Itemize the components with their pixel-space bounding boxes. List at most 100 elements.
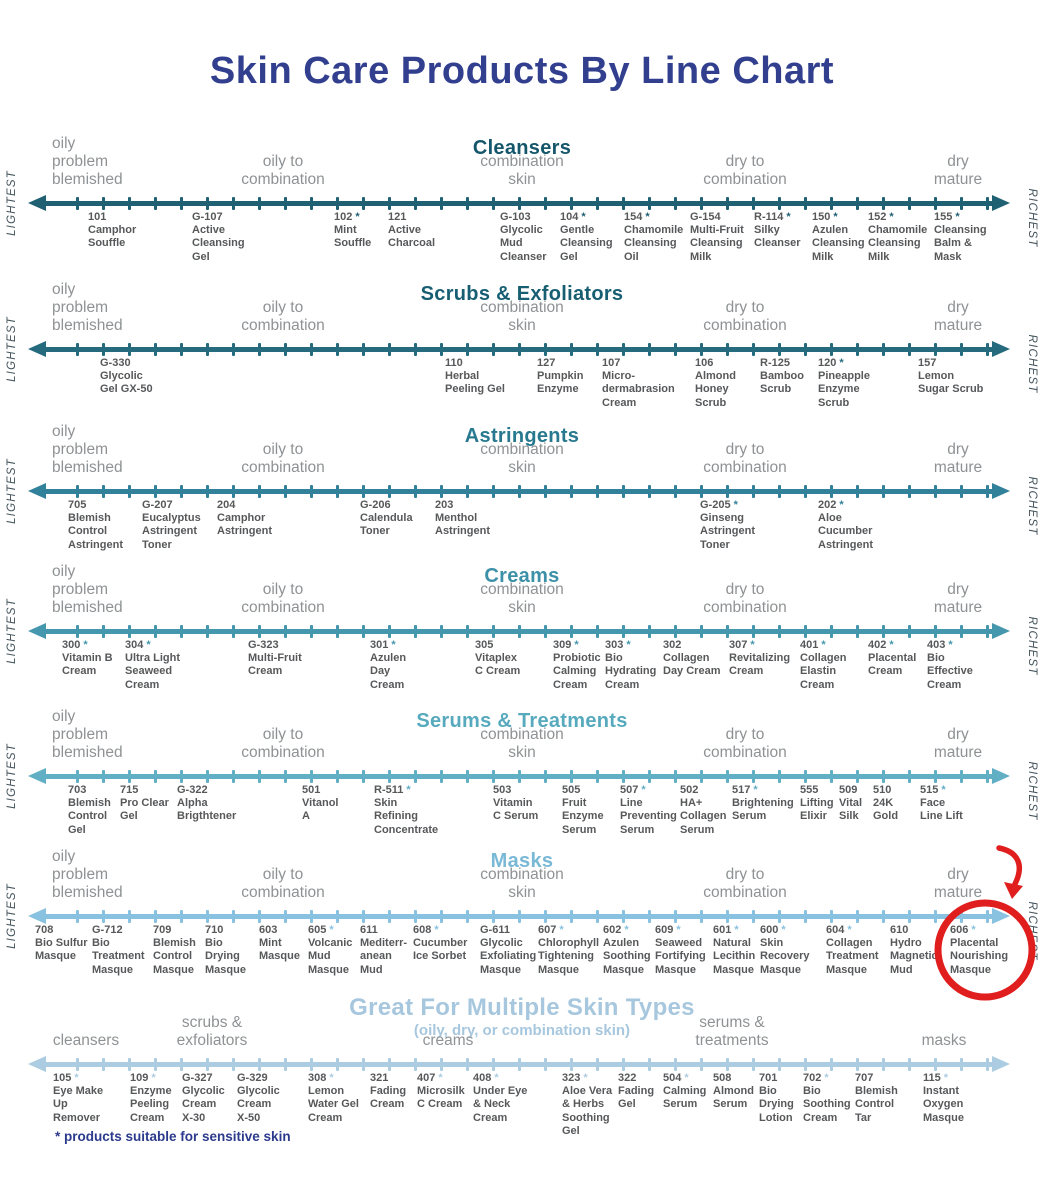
- product-item-323: 323 * Aloe Vera & Herbs Soothing Gel: [562, 1072, 612, 1138]
- tick-mark: [647, 1058, 651, 1071]
- tick-mark: [179, 1058, 183, 1071]
- product-item-608: 608 * Cucumber Ice Sorbet: [413, 924, 467, 964]
- row-heading-serums-treatments: Serums & Treatments: [416, 710, 628, 732]
- tick-mark: [465, 343, 469, 356]
- tick-mark: [231, 197, 235, 210]
- product-item-g-327: G-327 Glycolic Cream X-30: [182, 1072, 225, 1125]
- tick-mark: [127, 197, 131, 210]
- zone-label-oilyto-combination: oily to combination: [241, 299, 325, 335]
- tick-mark: [543, 197, 547, 210]
- product-code: G-207: [142, 499, 173, 511]
- tick-mark: [855, 485, 859, 498]
- tick-mark: [855, 910, 859, 923]
- tick-mark: [595, 910, 599, 923]
- product-item-408: 408 * Under Eye & Neck Cream: [473, 1072, 527, 1125]
- product-code: 106: [695, 357, 714, 369]
- tick-mark: [491, 770, 495, 783]
- product-item-710: 710 Bio Drying Masque: [205, 924, 246, 977]
- tick-mark: [517, 1058, 521, 1071]
- zone-label-oilyto-combination: oily to combination: [241, 726, 325, 762]
- tick-mark: [621, 1058, 625, 1071]
- tick-mark: [127, 625, 131, 638]
- tick-mark: [491, 1058, 495, 1071]
- product-item-501: 501 Vitanol A: [302, 784, 338, 824]
- richest-label: RICHEST: [1026, 616, 1038, 676]
- product-code: 708: [35, 924, 54, 936]
- tick-mark: [829, 625, 833, 638]
- sensitive-skin-asterisk: *: [836, 357, 844, 369]
- tick-mark: [387, 770, 391, 783]
- sensitive-skin-asterisk: *: [148, 1072, 156, 1084]
- tick-mark: [673, 625, 677, 638]
- product-item-517: 517 * Brightening Serum: [732, 784, 794, 824]
- product-name: Natural Lecithin Masque: [713, 937, 756, 976]
- product-item-407: 407 * Microsilk C Cream: [417, 1072, 465, 1112]
- product-code: G-712: [92, 924, 123, 936]
- product-name: Multi-Fruit Cream: [248, 652, 302, 678]
- tick-mark: [725, 1058, 729, 1071]
- tick-mark: [569, 485, 573, 498]
- product-item-702: 702 * Bio Soothing Cream: [803, 1072, 851, 1125]
- product-item-611: 611 Mediterr- anean Mud: [360, 924, 407, 977]
- product-code: 408 *: [473, 1072, 499, 1084]
- tick-mark: [543, 770, 547, 783]
- tick-mark: [335, 770, 339, 783]
- tick-mark: [647, 625, 651, 638]
- tick-mark: [959, 1058, 963, 1071]
- tick-mark: [387, 1058, 391, 1071]
- product-code: 110: [445, 357, 463, 369]
- sensitive-skin-asterisk: *: [578, 211, 586, 223]
- tick-mark: [647, 197, 651, 210]
- product-item-707: 707 Blemish Control Tar: [855, 1072, 898, 1125]
- tick-mark: [959, 910, 963, 923]
- zone-label-oily-problem-blemished: oily problem blemished: [52, 848, 123, 902]
- sensitive-skin-asterisk: *: [836, 499, 844, 511]
- product-name: Eye Make Up Remover: [53, 1085, 104, 1124]
- product-code: 102 *: [334, 211, 360, 223]
- product-code: R-125: [760, 357, 790, 369]
- product-code: 606 *: [950, 924, 976, 936]
- tick-mark: [309, 910, 313, 923]
- product-name: Silky Cleanser: [754, 224, 801, 250]
- tick-mark: [751, 197, 755, 210]
- tick-mark: [725, 910, 729, 923]
- tick-mark: [101, 343, 105, 356]
- product-code: 600 *: [760, 924, 786, 936]
- tick-mark: [439, 343, 443, 356]
- tick-mark: [673, 343, 677, 356]
- product-item-r-114: R-114 * Silky Cleanser: [754, 211, 800, 251]
- product-name: Under Eye & Neck Cream: [473, 1085, 528, 1124]
- product-item-307: 307 * Revitalizing Cream: [729, 639, 790, 679]
- product-item-g-154: G-154 Multi-Fruit Cleansing Milk: [690, 211, 744, 264]
- tick-mark: [231, 1058, 235, 1071]
- product-item-555: 555 Lifting Elixir: [800, 784, 834, 824]
- tick-mark: [465, 910, 469, 923]
- product-item-701: 701 Bio Drying Lotion: [759, 1072, 794, 1125]
- tick-mark: [751, 910, 755, 923]
- tick-mark: [621, 343, 625, 356]
- sensitive-skin-asterisk: *: [435, 1072, 443, 1084]
- product-item-510: 510 24K Gold: [873, 784, 898, 824]
- product-code: 302: [663, 639, 682, 651]
- tick-mark: [751, 343, 755, 356]
- tick-mark: [101, 770, 105, 783]
- tick-mark: [231, 770, 235, 783]
- tick-mark: [101, 1058, 105, 1071]
- tick-mark: [335, 485, 339, 498]
- sensitive-skin-asterisk: *: [730, 499, 738, 511]
- product-code: 323 *: [562, 1072, 588, 1084]
- tick-mark: [309, 343, 313, 356]
- tick-mark: [283, 343, 287, 356]
- tick-mark: [933, 625, 937, 638]
- tick-mark: [595, 1058, 599, 1071]
- product-item-305: 305 Vitaplex C Cream: [475, 639, 520, 679]
- product-code: G-154: [690, 211, 721, 223]
- product-item-300: 300 * Vitamin B Cream: [62, 639, 113, 679]
- tick-mark: [803, 485, 807, 498]
- zone-label-combination-skin: combination skin: [480, 581, 564, 617]
- tick-mark: [101, 910, 105, 923]
- product-code: G-205 *: [700, 499, 738, 511]
- tick-mark: [413, 197, 417, 210]
- row-subtitle-great-for-multiple-skin-types: (oily, dry, or combination skin): [413, 1022, 631, 1039]
- tick-mark: [205, 485, 209, 498]
